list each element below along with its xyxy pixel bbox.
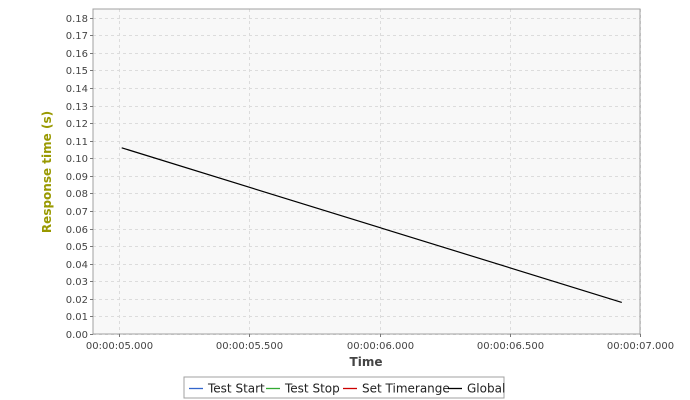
x-tick-label: 00:00:07.000 (607, 341, 674, 352)
x-tick-label: 00:00:06.000 (347, 341, 414, 352)
legend-label-set-timerange: Set Timerange (362, 382, 450, 396)
y-tick-label: 0.07 (66, 207, 88, 218)
legend-box (183, 376, 505, 399)
y-tick-label: 0.00 (66, 330, 88, 341)
legend-label-test-stop: Test Stop (284, 382, 340, 396)
y-tick-label: 0.18 (66, 14, 88, 25)
x-tick-label: 00:00:05.000 (86, 341, 153, 352)
y-tick-label: 0.11 (66, 137, 88, 148)
legend-label-test-start: Test Start (207, 382, 265, 396)
series-line-global (121, 147, 622, 303)
y-tick-label: 0.04 (66, 260, 88, 271)
x-tick-label: 00:00:05.500 (216, 341, 283, 352)
y-tick-label: 0.02 (66, 295, 88, 306)
y-tick-label: 0.05 (66, 242, 88, 253)
plot-border (92, 8, 641, 335)
y-tick-label: 0.10 (66, 154, 88, 165)
x-axis-ticks: 00:00:05.000 00:00:05.500 00:00:06.000 00:0… (86, 334, 674, 352)
y-axis-ticks: 0.00 0.01 0.02 0.03 0.04 0.05 0.06 0.07 0.08 0.09… (66, 14, 93, 341)
y-tick-label: 0.08 (66, 189, 88, 200)
x-axis-label: Time (350, 355, 383, 369)
y-tick-label: 0.15 (66, 66, 88, 77)
y-tick-label: 0.16 (66, 49, 88, 60)
y-tick-label: 0.01 (66, 312, 88, 323)
legend-label-global: Global (467, 382, 505, 396)
y-tick-label: 0.09 (66, 172, 88, 183)
series-layer (121, 147, 622, 303)
y-tick-label: 0.12 (66, 119, 88, 130)
y-tick-label: 0.03 (66, 277, 88, 288)
y-tick-label: 0.14 (66, 84, 88, 95)
y-tick-label: 0.13 (66, 102, 88, 113)
x-tick-label: 00:00:06.500 (477, 341, 544, 352)
y-tick-label: 0.17 (66, 31, 88, 42)
plot-background (93, 9, 640, 334)
legend: Test Start Test Stop Set Timerange Global (183, 376, 505, 399)
y-tick-label: 0.06 (66, 225, 88, 236)
y-axis-label: Response time (s) (40, 111, 54, 233)
